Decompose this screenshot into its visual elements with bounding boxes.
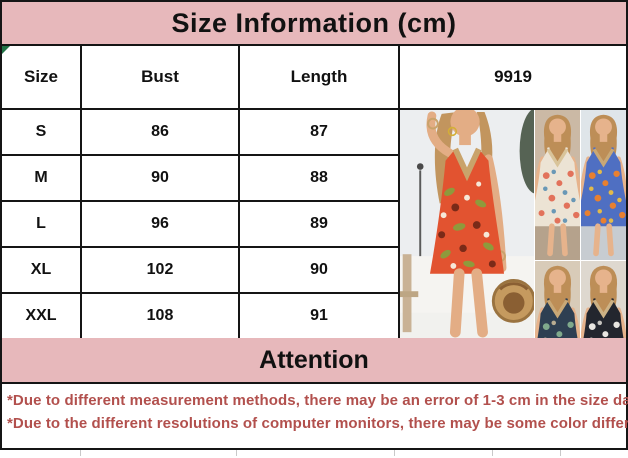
dress-photo-illustration <box>581 261 626 338</box>
length-cell: 89 <box>240 202 398 246</box>
variant-thumb-coral-floral <box>535 110 580 260</box>
page-title: Size Information (cm) <box>171 7 457 38</box>
bust-cell: 96 <box>82 202 238 246</box>
dress-photo-illustration <box>535 110 580 260</box>
col-header-size: Size <box>2 46 80 108</box>
grid-line-stub <box>394 450 395 456</box>
attention-band: Attention <box>2 338 626 384</box>
length-cell: 90 <box>240 248 398 292</box>
col-header-bust: Bust <box>82 46 238 108</box>
col-header-length: Length <box>240 46 398 108</box>
dress-photo-illustration <box>535 261 580 338</box>
grid-line-stub <box>492 450 493 456</box>
bust-cell: 90 <box>82 156 238 200</box>
note-line: *Due to the different resolutions of com… <box>7 415 628 432</box>
variant-thumb-grid <box>535 110 626 338</box>
product-code: 9919 <box>400 46 626 108</box>
variant-thumb-navy-leaf <box>535 261 580 338</box>
bust-cell: 108 <box>82 294 238 338</box>
variant-thumb-blue-orange-floral <box>581 110 626 260</box>
product-photo-collage <box>400 110 626 338</box>
attention-title: Attention <box>259 345 369 374</box>
size-table: Size Bust Length 9919 S 86 87 <box>2 46 626 338</box>
length-cell: 91 <box>240 294 398 338</box>
length-cell: 87 <box>240 110 398 154</box>
bust-cell: 102 <box>82 248 238 292</box>
grid-line-stub <box>80 450 81 456</box>
main-product-photo <box>400 110 534 338</box>
variant-thumb-black-polka-dot <box>581 261 626 338</box>
main-photo-illustration <box>400 110 534 338</box>
size-cell: S <box>2 110 80 154</box>
size-cell: XXL <box>2 294 80 338</box>
grid-line-stub <box>236 450 237 456</box>
size-cell: M <box>2 156 80 200</box>
dress-photo-illustration <box>581 110 626 260</box>
grid-line-stub <box>560 450 561 456</box>
bust-cell: 86 <box>82 110 238 154</box>
size-cell: L <box>2 202 80 246</box>
note-line: *Due to different measurement methods, t… <box>7 392 628 409</box>
title-band: Size Information (cm) <box>2 2 626 46</box>
sheet-edge-strip <box>0 450 628 458</box>
size-cell: XL <box>2 248 80 292</box>
length-cell: 88 <box>240 156 398 200</box>
attention-notes: *Due to different measurement methods, t… <box>2 384 628 435</box>
excel-error-marker <box>2 46 10 54</box>
